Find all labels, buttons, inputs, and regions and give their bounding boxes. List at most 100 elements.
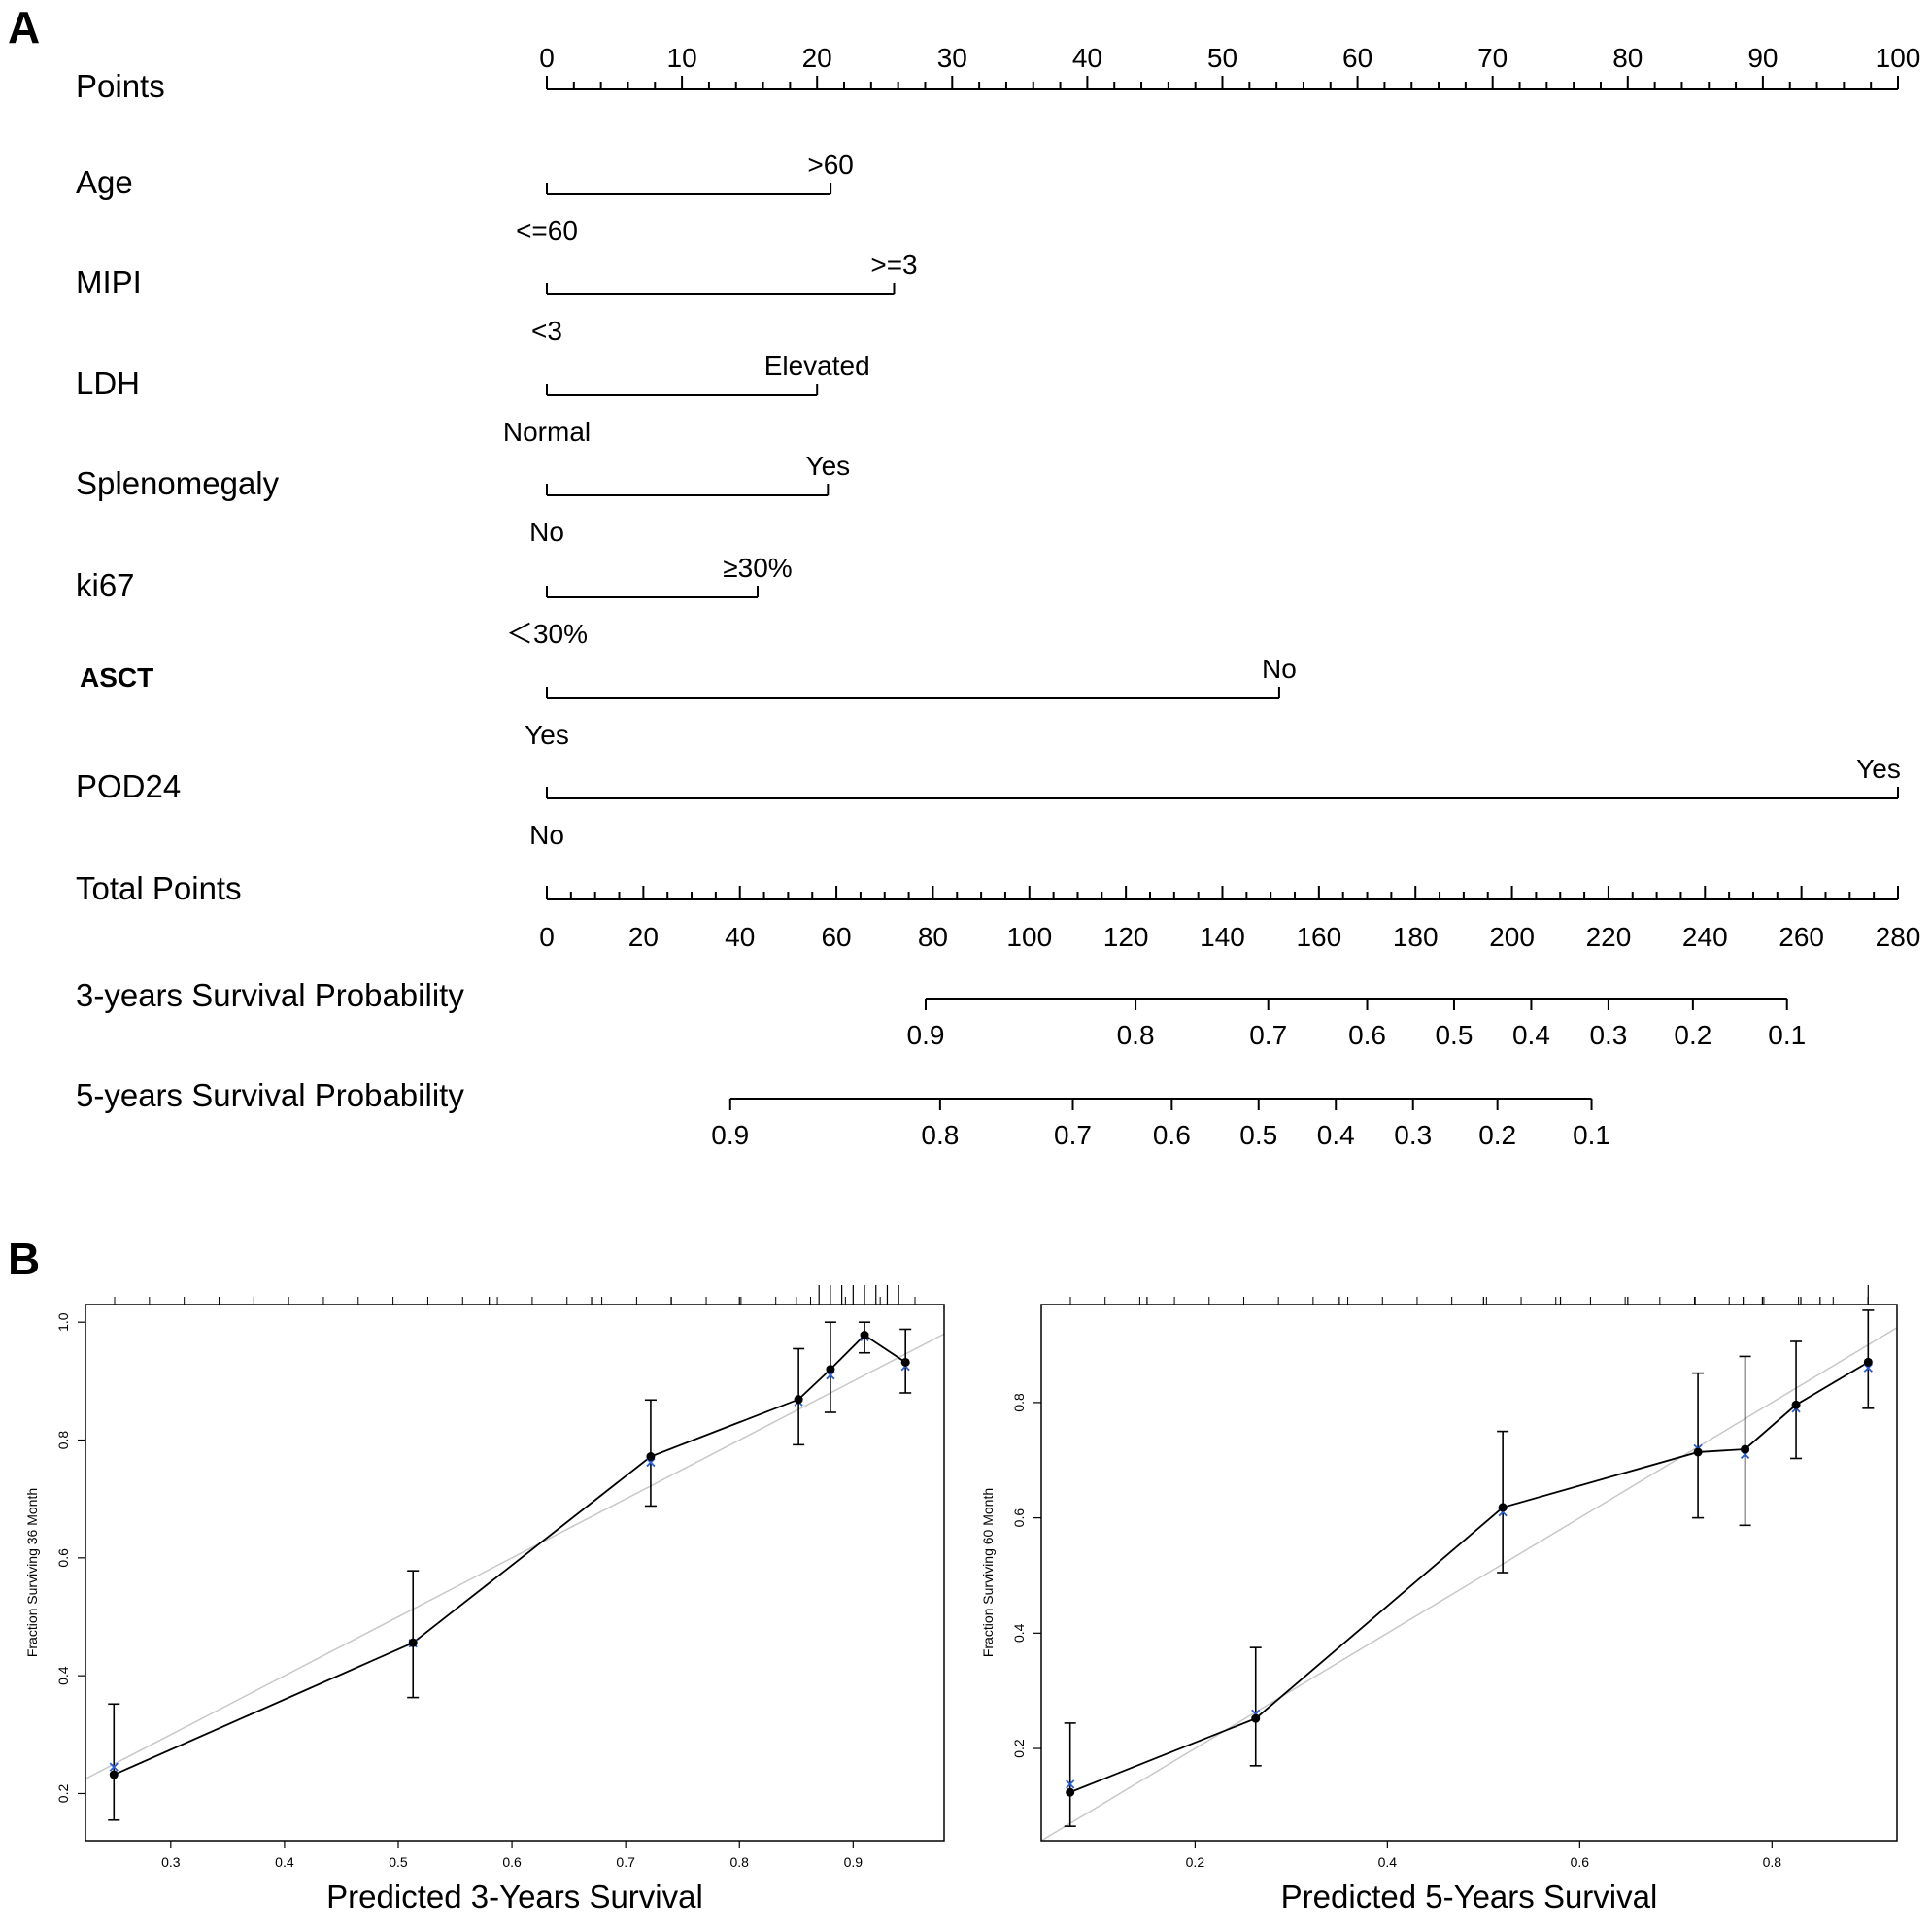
level-label: <3 <box>531 316 562 346</box>
level-label: <=60 <box>516 216 578 246</box>
x-axis-tick-label: 0.4 <box>275 1854 294 1870</box>
level-label: No <box>529 820 564 850</box>
y-axis-tick-label: 0.8 <box>1011 1393 1027 1412</box>
survival-axis-tick-label: 0.7 <box>1054 1120 1092 1150</box>
survival-axis-tick-label: 0.8 <box>921 1120 959 1150</box>
calibration-plot-3-year: 0.3 0.4 0.5 0.6 0.7 0.8 0.9 0.2 0.4 0.6 0.8 1.0 Pred… <box>24 1285 945 1915</box>
observed-point <box>794 1395 803 1405</box>
y-axis-tick-label: 0.2 <box>1011 1739 1027 1758</box>
level-label: >60 <box>807 150 854 180</box>
y-axis-tick-label: 0.4 <box>1011 1623 1027 1643</box>
survival-axis-tick-label: 0.4 <box>1512 1020 1550 1050</box>
y-axis-label: Fraction Surviving 36 Month <box>24 1488 40 1657</box>
x-axis-tick-label: 0.6 <box>502 1854 522 1870</box>
y-axis-tick-label: 0.8 <box>55 1431 71 1450</box>
survival-axis-label: 5-years Survival Probability <box>76 1077 464 1113</box>
survival-axis-tick-label: 0.9 <box>907 1020 945 1050</box>
x-axis-tick-label: 0.5 <box>389 1854 408 1870</box>
observed-point <box>1693 1447 1703 1457</box>
level-label: ＜30% <box>506 619 588 649</box>
variable-label-pod24: POD24 <box>76 768 181 804</box>
observed-point <box>1741 1444 1750 1454</box>
observed-point <box>826 1365 835 1374</box>
total-points-axis-tick-label: 0 <box>539 922 555 952</box>
total-points-axis-tick-label: 160 <box>1296 922 1341 952</box>
variable-label-age: Age <box>76 164 133 200</box>
survival-axis-label: 3-years Survival Probability <box>76 977 464 1013</box>
survival-axis-tick-label: 0.2 <box>1478 1120 1516 1150</box>
total-points-axis-tick-label: 100 <box>1006 922 1052 952</box>
panel-b-letter: B <box>8 1234 40 1284</box>
observed-point <box>408 1638 418 1647</box>
variable-label-mipi: MIPI <box>76 264 142 300</box>
level-label: Yes <box>525 720 569 750</box>
x-axis-tick-label: 0.4 <box>1378 1854 1398 1870</box>
x-axis-tick-label: 0.3 <box>161 1854 181 1870</box>
total-points-axis-tick-label: 20 <box>628 922 659 952</box>
x-axis-tick-label: 0.8 <box>730 1854 750 1870</box>
plot-frame <box>85 1304 945 1842</box>
survival-axis-tick-label: 0.3 <box>1394 1120 1432 1150</box>
survival-axis-tick-label: 0.5 <box>1435 1020 1473 1050</box>
observed-point <box>1498 1503 1508 1512</box>
total-points-axis-tick-label: 240 <box>1682 922 1728 952</box>
survival-axis-tick-label: 0.6 <box>1153 1120 1191 1150</box>
observed-point <box>900 1357 910 1367</box>
points-axis-tick-label: 60 <box>1342 43 1372 73</box>
total-points-axis-tick-label: 220 <box>1586 922 1632 952</box>
observed-point <box>646 1452 656 1462</box>
total-points-axis-tick-label: 40 <box>725 922 755 952</box>
points-axis-label: Points <box>76 68 165 104</box>
nomogram: Points 0 10 20 30 40 50 60 70 80 90 100 Age <=60 >60 MI… <box>76 43 1920 1150</box>
points-axis-tick-label: 30 <box>937 43 967 73</box>
survival-axis-tick-label: 0.4 <box>1317 1120 1355 1150</box>
survival-axis-tick-label: 0.8 <box>1117 1020 1155 1050</box>
x-axis-label: Predicted 3-Years Survival <box>326 1879 703 1915</box>
points-axis-tick-label: 10 <box>667 43 697 73</box>
x-axis-tick-label: 0.2 <box>1186 1854 1205 1870</box>
observed-line <box>113 1334 906 1776</box>
level-label: No <box>529 517 564 547</box>
ideal-reference-line <box>85 1333 944 1779</box>
observed-point <box>1251 1713 1261 1723</box>
points-axis-tick-label: 50 <box>1207 43 1237 73</box>
total-points-axis-tick-label: 260 <box>1779 922 1824 952</box>
x-axis-tick-label: 0.7 <box>616 1854 635 1870</box>
survival-axis-tick-label: 0.1 <box>1768 1020 1806 1050</box>
x-axis-label: Predicted 5-Years Survival <box>1281 1879 1658 1915</box>
total-points-axis-tick-label: 140 <box>1200 922 1245 952</box>
panel-a-letter: A <box>8 2 40 52</box>
points-axis-tick-label: 100 <box>1876 43 1921 73</box>
observed-point <box>109 1770 119 1779</box>
level-label: Yes <box>1856 754 1901 784</box>
variable-label-ldh: LDH <box>76 365 140 401</box>
y-axis-tick-label: 0.4 <box>55 1666 71 1685</box>
variable-label-splenomegaly: Splenomegaly <box>76 465 280 501</box>
variable-label-asct: ASCT <box>80 662 153 693</box>
total-points-axis-tick-label: 280 <box>1876 922 1921 952</box>
survival-axis-tick-label: 0.1 <box>1573 1120 1610 1150</box>
level-label: ≥30% <box>723 553 792 583</box>
y-axis-tick-label: 0.2 <box>55 1784 71 1804</box>
points-axis-tick-label: 0 <box>539 43 555 73</box>
x-axis-tick-label: 0.8 <box>1763 1854 1782 1870</box>
level-label: No <box>1262 654 1297 684</box>
total-points-axis-tick-label: 120 <box>1103 922 1149 952</box>
total-points-axis-tick-label: 200 <box>1489 922 1535 952</box>
observed-line <box>1069 1361 1869 1793</box>
level-label: >=3 <box>870 250 917 280</box>
observed-point <box>1066 1787 1075 1797</box>
points-axis-tick-label: 80 <box>1612 43 1643 73</box>
plot-frame <box>1040 1304 1898 1842</box>
variable-label-ki67: ki67 <box>76 567 135 603</box>
points-axis-tick-label: 40 <box>1072 43 1102 73</box>
survival-axis-tick-label: 0.9 <box>711 1120 749 1150</box>
survival-axis-tick-label: 0.7 <box>1249 1020 1287 1050</box>
observed-point <box>860 1331 869 1340</box>
level-label: Normal <box>503 417 591 447</box>
survival-axis-tick-label: 0.5 <box>1239 1120 1277 1150</box>
y-axis-label: Fraction Surviving 60 Month <box>980 1488 996 1657</box>
x-axis-tick-label: 0.6 <box>1571 1854 1590 1870</box>
points-axis-tick-label: 20 <box>802 43 832 73</box>
